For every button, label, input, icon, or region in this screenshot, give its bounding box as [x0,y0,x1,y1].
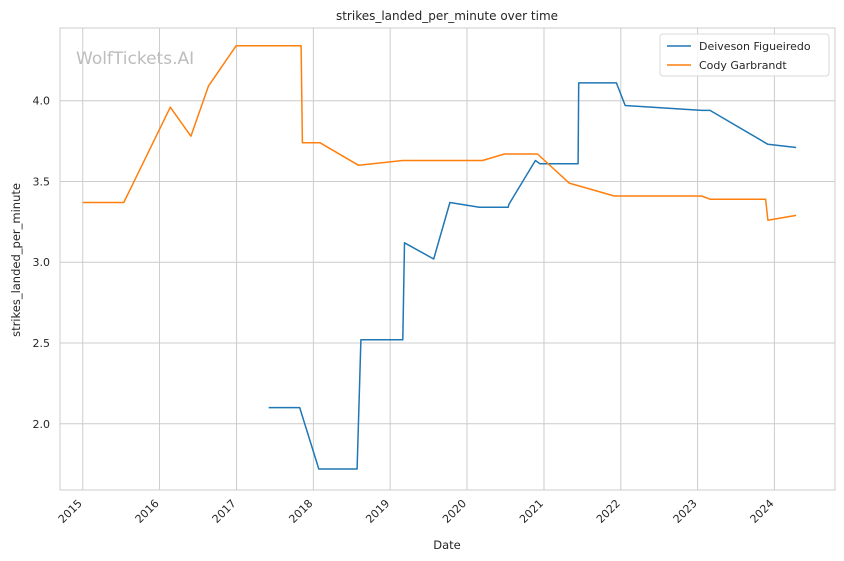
legend-label: Deiveson Figueiredo [699,40,811,53]
legend: Deiveson Figueiredo Cody Garbrandt [659,33,830,77]
chart-title: strikes_landed_per_minute over time [336,9,558,23]
y-axis-title: strikes_landed_per_minute [9,183,23,337]
y-tick-label: 2.5 [33,337,51,350]
legend-label: Cody Garbrandt [699,59,787,72]
series-layer [82,45,797,470]
legend-box [659,33,830,77]
y-tick-label: 2.0 [33,418,51,431]
watermark-text: WolfTickets.AI [76,49,194,69]
y-tick-label: 3.0 [33,256,51,269]
plot-area [60,28,835,490]
grid-lines [60,28,835,490]
series-line-figueiredo [268,82,797,470]
x-axis-title: Date [433,538,461,552]
y-tick-label: 4.0 [33,95,51,108]
y-axis-ticks: 2.0 2.5 3.0 3.5 4.0 [33,95,51,431]
series-line-garbrandt [82,45,797,221]
plot-frame [59,27,836,491]
y-tick-label: 3.5 [33,175,51,188]
